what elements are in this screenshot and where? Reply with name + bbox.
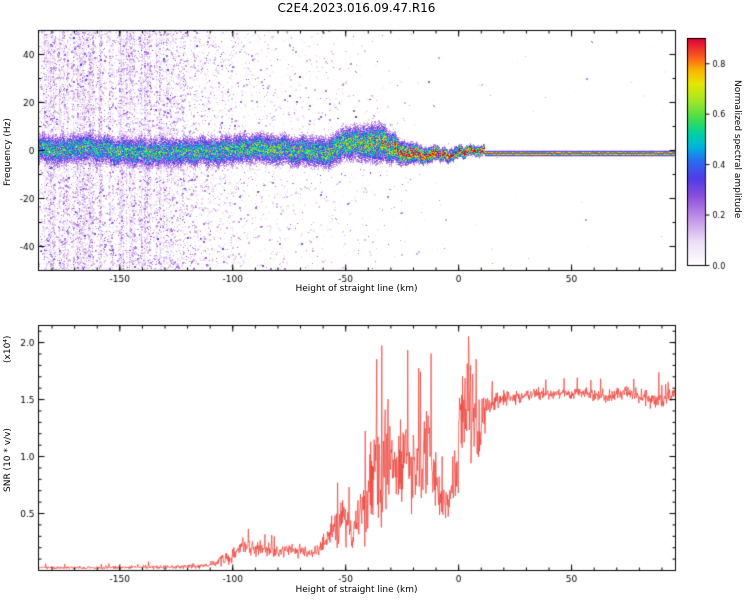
colorbar-gradient-canvas (687, 38, 705, 265)
bottom-x-axis-label: Height of straight line (km) (295, 585, 418, 595)
top-x-axis-label: Height of straight line (km) (295, 284, 418, 294)
colorbar-label: Normalized spectral amplitude (732, 80, 742, 219)
bottom-y-axis-label: SNR (10 * v/v) (3, 428, 13, 492)
spectrogram-heatmap-canvas (38, 30, 675, 270)
page-title: C2E4.2023.016.09.47.R16 (277, 1, 436, 15)
top-y-axis-label: Frequency (Hz) (3, 118, 13, 186)
snr-scale-label: (x10⁴) (3, 335, 13, 363)
snr-line-chart-canvas (38, 325, 675, 570)
